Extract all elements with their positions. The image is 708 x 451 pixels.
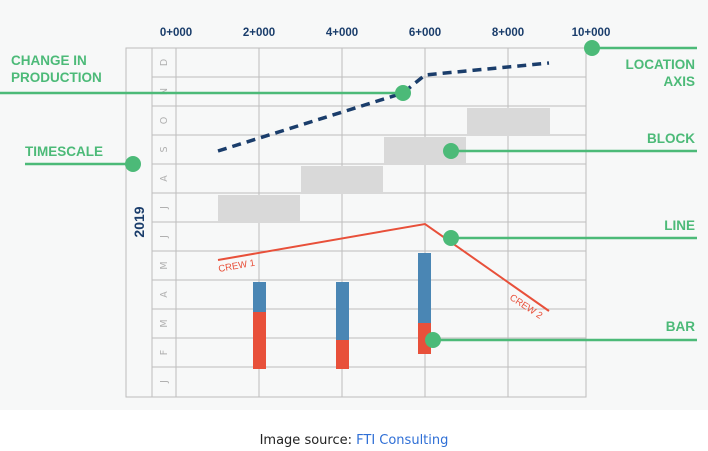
callout-dot-timescale [125,156,141,172]
bar-segment-red [253,312,266,369]
month-label: A [159,291,170,298]
timescale-months: D N O S A J J M A M F J [159,59,170,384]
caption-prefix: Image source: [259,433,357,448]
location-axis: 0+000 2+000 4+000 6+000 8+000 10+000 [160,27,611,39]
month-label: F [159,350,170,355]
callout-line-text: AXIS [663,74,695,89]
callout-dot-change-in-production [395,85,411,101]
bar-segment-blue [418,253,431,323]
image-caption: Image source: FTI Consulting [0,433,708,448]
crew-line [217,222,550,312]
location-label-8000: 8+000 [492,27,524,39]
bar-segment-blue [336,282,349,340]
bar-activities [253,253,431,369]
callout-change-in-production: CHANGE IN PRODUCTION [11,53,102,85]
bar-segment-blue [253,282,266,312]
callout-line-text: PRODUCTION [11,70,102,85]
callout-location-axis: LOCATION AXIS [626,57,696,89]
callout-dot-line [443,230,459,246]
block-activity [218,195,300,223]
timescale-year: 2019 [131,206,147,237]
location-label-4000: 4+000 [326,27,358,39]
callout-dot-bar [425,332,441,348]
callout-dots [125,40,600,348]
month-label: J [159,206,170,210]
month-label: O [159,117,170,124]
month-label: M [159,261,170,269]
month-label: A [159,175,170,182]
location-label-0: 0+000 [160,27,192,39]
caption-source-link[interactable]: FTI Consulting [356,433,449,448]
callout-dot-block [443,143,459,159]
month-label: J [159,380,170,384]
month-label: D [159,59,170,66]
callout-labels: CHANGE IN PRODUCTION TIMESCALE LOCATION AX… [11,53,695,334]
month-label: J [159,235,170,239]
location-label-2000: 2+000 [243,27,275,39]
callout-timescale: TIMESCALE [25,144,103,159]
callout-leaders [0,46,697,342]
bar-segment-red [336,340,349,369]
month-label: S [159,146,170,152]
month-label: N [159,88,170,95]
callout-dot-location-axis [584,40,600,56]
change-in-production-line [217,61,550,153]
location-label-6000: 6+000 [409,27,441,39]
callout-line-text: LOCATION [626,57,696,72]
location-label-10000: 10+000 [572,27,611,39]
callout-block: BLOCK [647,131,695,146]
month-label: M [159,319,170,327]
block-activity [301,166,383,194]
bar-segment-red [418,323,431,354]
diagram-background [0,0,708,410]
callout-line: LINE [664,218,695,233]
callout-line-text: CHANGE IN [11,53,87,68]
callout-bar: BAR [666,319,695,334]
block-activity [467,108,550,136]
